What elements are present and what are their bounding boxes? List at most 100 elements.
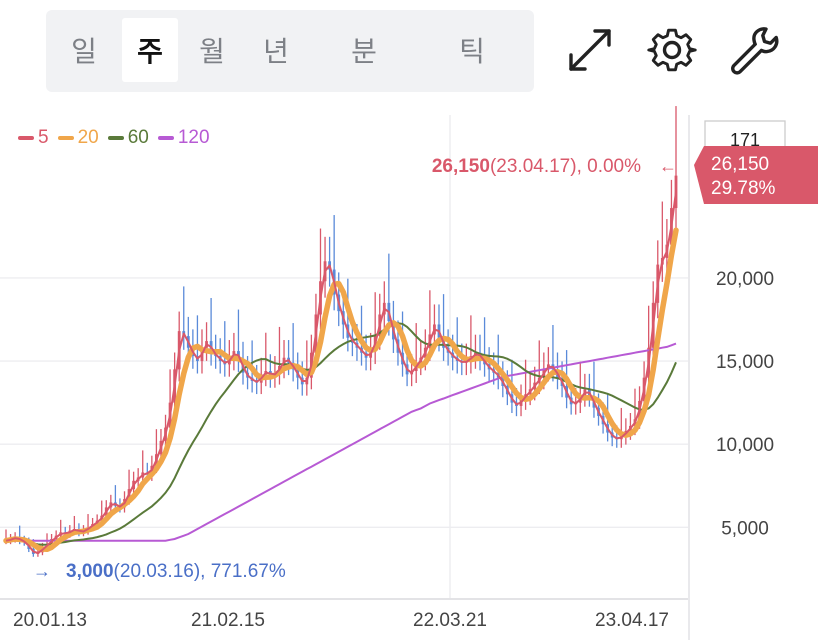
candle-body [145,472,149,475]
candle-body [282,357,286,367]
candle-body [159,440,163,455]
candle-body [392,321,395,340]
candles [4,106,678,557]
candle-body [337,294,341,312]
candle-body [223,361,227,365]
candle-body [437,324,441,338]
tab-year[interactable]: 년 [263,35,289,68]
legend-item-ma5[interactable]: 5 [18,127,49,149]
candle-body [474,352,477,357]
candle-body [355,342,359,348]
candle-body [173,369,177,403]
candle-body [100,515,104,521]
candle-body [50,538,53,544]
candle-body [328,261,332,270]
candle-body [341,311,345,325]
candle-body [255,381,259,383]
candle-body [182,331,186,337]
candle-body [587,389,591,396]
candle-body [118,505,122,508]
tab-month[interactable]: 월 [199,35,225,68]
legend-item-ma20[interactable]: 20 [57,127,99,149]
tools-button[interactable] [726,22,782,78]
candle-body [387,302,391,322]
price-axis: 5,000 10,000 15,000 20,000 171 26,150 29.78% [694,120,818,539]
candle-body [150,465,154,475]
candle-body [319,281,322,315]
candle-body [519,399,523,406]
candle-body [651,302,655,348]
candle-body [373,336,377,352]
candle-body [401,352,404,365]
tab-week[interactable]: 주 [122,18,178,82]
axis-top-box [704,120,786,150]
candle-body [546,364,550,370]
date-axis: 20.01.13 21.02.15 22.03.21 23.04.17 [13,610,669,631]
candle-body [606,424,610,433]
candle-body [410,371,414,375]
candle-body [141,472,145,478]
candle-body [346,324,350,338]
candle-body [414,362,418,372]
y-tick-label: 20,000 [716,269,774,290]
tab-minute[interactable]: 분 [351,35,377,68]
candle-body [323,261,327,282]
candle-body [205,341,208,348]
y-tick-label: 5,000 [721,518,769,539]
top-bar: 일 주 월 년 분 틱 [0,0,828,110]
candle-body [569,397,573,405]
candle-body [250,377,254,382]
candle-body [619,435,623,440]
candle-body [77,529,81,533]
legend-swatch [157,136,174,140]
candle-body [27,542,31,549]
candle-body [237,351,240,360]
expand-button[interactable] [562,22,618,78]
candle-body [674,175,678,209]
ma60-line [5,322,677,546]
candle-body [332,269,336,295]
candle-body [528,389,532,395]
candle-body [278,366,281,373]
candle-body [309,352,313,378]
legend-item-ma60[interactable]: 60 [107,127,149,149]
low-arrow: → [33,561,51,581]
candle-body [551,364,555,370]
price-axis-divider [688,115,690,640]
candle-body [136,477,140,481]
chart-legend: 5 20 60 120 [18,127,210,149]
gear-icon [647,28,697,72]
candle-body [132,480,136,490]
low-annotation: 3,000(20.03.16), 771.67% [66,561,286,582]
tab-tick[interactable]: 틱 [459,35,485,68]
candle-body [464,361,468,363]
candle-body [515,402,518,406]
settings-button[interactable] [644,22,700,78]
candle-body [601,415,605,425]
legend-label: 120 [177,127,210,148]
candle-body [296,369,300,378]
candle-body [460,361,464,363]
candle-body [177,331,181,370]
candle-body [246,372,249,378]
candle-body [72,529,76,531]
candle-body [597,407,600,416]
candle-body [505,385,509,395]
legend-item-ma120[interactable]: 120 [157,127,210,149]
tab-day[interactable]: 일 [71,35,97,68]
candle-body [196,356,199,362]
candle-body [186,336,190,348]
axis-top-value: 171 [730,130,760,150]
candle-body [574,402,578,405]
ma5-line [5,191,677,555]
candle-body [287,357,290,363]
candle-body [665,244,669,258]
legend-swatch [57,136,74,140]
candle-body [428,334,432,348]
candle-body [123,499,126,508]
candle-body [209,341,213,353]
candle-body [63,532,67,535]
candle-body [214,352,218,357]
candle-body [433,324,436,335]
candle-body [241,359,245,373]
